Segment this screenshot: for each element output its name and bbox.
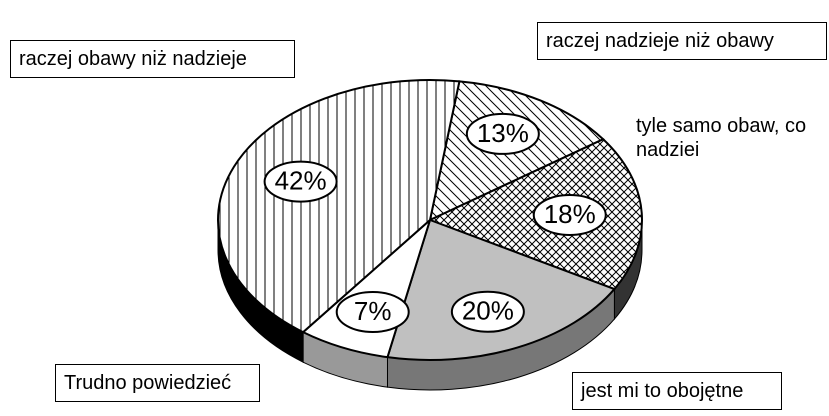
slice — [217, 79, 461, 334]
value-label-bg — [450, 290, 525, 333]
value-label: 13% — [477, 118, 529, 148]
value-label: 7% — [354, 296, 392, 326]
value-label: 18% — [544, 199, 596, 229]
category-label: Trudno powiedzieć — [55, 364, 260, 402]
value-label-bg — [465, 112, 540, 155]
value-label: 42% — [275, 166, 327, 196]
value-label-bg — [335, 290, 410, 333]
value-label-bg — [532, 194, 607, 237]
category-label: jest mi to obojętne — [572, 372, 782, 410]
value-labels: 13% 18% 20% 7% 42% — [263, 112, 607, 333]
category-label: raczej obawy niż nadzieje — [10, 40, 295, 78]
category-label: tyle samo obaw, co nadziei — [628, 108, 828, 168]
category-label: raczej nadzieje niż obawy — [537, 22, 827, 60]
slice — [386, 218, 617, 361]
value-label-bg — [263, 160, 338, 203]
value-label: 20% — [462, 296, 514, 326]
